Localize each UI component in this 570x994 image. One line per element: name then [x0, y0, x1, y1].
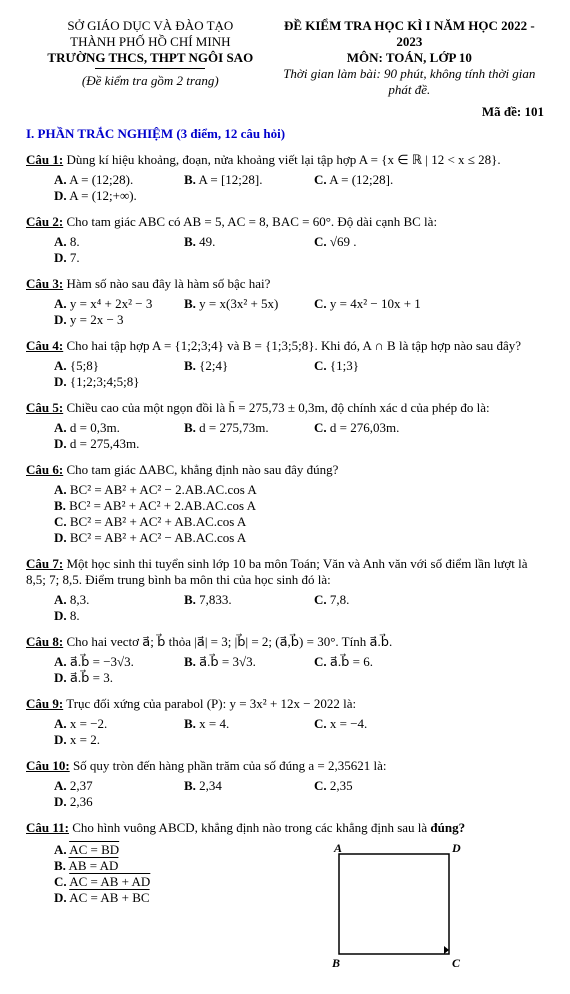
q10-choice-d: D. 2,36	[54, 794, 174, 810]
q6-text: Cho tam giác ΔABC, khẳng định nào sau đâ…	[66, 462, 338, 477]
q6-choice-b: B. BC² = AB² + AC² + 2.AB.AC.cos A	[54, 498, 294, 514]
q8-choice-a: A. a⃗.b⃗ = −3√3.	[54, 654, 174, 670]
vertex-b: B	[331, 956, 340, 970]
page-note: (Đề kiểm tra gồm 2 trang)	[26, 73, 275, 89]
q2-choice-d: D. 7.	[54, 250, 174, 266]
school-name: TRƯỜNG THCS, THPT NGÔI SAO	[26, 50, 275, 66]
q10-choice-b: B. 2,34	[184, 778, 304, 794]
question-2: Câu 2: Cho tam giác ABC có AB = 5, AC = …	[26, 214, 544, 266]
q11-text: Cho hình vuông ABCD, khẳng định nào tron…	[72, 820, 465, 835]
q5-label: Câu 5:	[26, 400, 63, 415]
q1-label: Câu 1:	[26, 152, 63, 167]
question-7: Câu 7: Một học sinh thi tuyển sinh lớp 1…	[26, 556, 544, 624]
q9-text: Trục đối xứng của parabol (P): y = 3x² +…	[66, 696, 356, 711]
q1-choice-a: A. A = (12;28).	[54, 172, 174, 188]
q5-choice-c: C. d = 276,03m.	[314, 420, 434, 436]
section-1-title: I. PHẦN TRẮC NGHIỆM (3 điểm, 12 câu hỏi)	[26, 126, 544, 142]
q2-label: Câu 2:	[26, 214, 63, 229]
q11-choice-d: D. AC = AB + BC	[54, 890, 174, 906]
q8-text: Cho hai vectơ a⃗; b⃗ thỏa |a⃗| = 3; |b⃗|…	[66, 634, 392, 649]
question-5: Câu 5: Chiều cao của một ngọn đồi là h̄ …	[26, 400, 544, 452]
q9-choice-c: C. x = −4.	[314, 716, 434, 732]
q2-choice-a: A. 8.	[54, 234, 174, 250]
vertex-a: A	[333, 842, 342, 855]
q10-text: Số quy tròn đến hàng phần trăm của số đú…	[73, 758, 387, 773]
q7-text: Một học sinh thi tuyển sinh lớp 10 ba mô…	[26, 556, 527, 587]
q9-label: Câu 9:	[26, 696, 63, 711]
question-8: Câu 8: Cho hai vectơ a⃗; b⃗ thỏa |a⃗| = …	[26, 634, 544, 686]
exam-title: ĐỀ KIỂM TRA HỌC KÌ I NĂM HỌC 2022 - 2023	[275, 18, 544, 50]
org-line2: THÀNH PHỐ HỒ CHÍ MINH	[26, 34, 275, 50]
header-right: ĐỀ KIỂM TRA HỌC KÌ I NĂM HỌC 2022 - 2023…	[275, 18, 544, 98]
q4-choice-c: C. {1;3}	[314, 358, 434, 374]
q11-choice-a: A. AC = BD	[54, 842, 174, 858]
q11-choice-b: B. AB = AD	[54, 858, 174, 874]
q8-choice-d: D. a⃗.b⃗ = 3.	[54, 670, 174, 686]
q4-text: Cho hai tập hợp A = {1;2;3;4} và B = {1;…	[66, 338, 521, 353]
q9-choice-d: D. x = 2.	[54, 732, 174, 748]
exam-code: Mã đề: 101	[26, 104, 544, 120]
question-3: Câu 3: Hàm số nào sau đây là hàm số bậc …	[26, 276, 544, 328]
q11-choice-list: A. AC = BD B. AB = AD C. AC = AB + AD D.…	[54, 842, 184, 976]
q3-choice-a: A. y = x⁴ + 2x² − 3	[54, 296, 174, 312]
q1-choice-b: B. A = [12;28].	[184, 172, 304, 188]
divider-left	[95, 68, 205, 69]
q3-choice-c: C. y = 4x² − 10x + 1	[314, 296, 434, 312]
square-svg: A D B C	[324, 842, 464, 972]
q2-text: Cho tam giác ABC có AB = 5, AC = 8, BAC …	[66, 214, 437, 229]
q8-choice-b: B. a⃗.b⃗ = 3√3.	[184, 654, 304, 670]
q7-choice-d: D. 8.	[54, 608, 174, 624]
org-line1: SỞ GIÁO DỤC VÀ ĐÀO TẠO	[26, 18, 275, 34]
q3-choice-b: B. y = x(3x² + 5x)	[184, 296, 304, 312]
q6-label: Câu 6:	[26, 462, 63, 477]
q2-choice-c: C. √69 .	[314, 234, 434, 250]
q8-choice-c: C. a⃗.b⃗ = 6.	[314, 654, 434, 670]
q4-label: Câu 4:	[26, 338, 63, 353]
q1-choice-d: D. A = (12;+∞).	[54, 188, 174, 204]
vertex-c: C	[452, 956, 461, 970]
question-4: Câu 4: Cho hai tập hợp A = {1;2;3;4} và …	[26, 338, 544, 390]
q7-choice-c: C. 7,8.	[314, 592, 434, 608]
q1-text: Dùng kí hiệu khoảng, đoạn, nửa khoảng vi…	[66, 152, 500, 167]
q10-label: Câu 10:	[26, 758, 70, 773]
q3-label: Câu 3:	[26, 276, 63, 291]
q9-choice-a: A. x = −2.	[54, 716, 174, 732]
header-left: SỞ GIÁO DỤC VÀ ĐÀO TẠO THÀNH PHỐ HỒ CHÍ …	[26, 18, 275, 98]
question-11: Câu 11: Cho hình vuông ABCD, khẳng định …	[26, 820, 544, 976]
q3-text: Hàm số nào sau đây là hàm số bậc hai?	[66, 276, 270, 291]
question-9: Câu 9: Trục đối xứng của parabol (P): y …	[26, 696, 544, 748]
subject-line: MÔN: TOÁN, LỚP 10	[275, 50, 544, 66]
time-line: Thời gian làm bài: 90 phút, không tính t…	[275, 66, 544, 98]
q5-choice-b: B. d = 275,73m.	[184, 420, 304, 436]
q10-choice-c: C. 2,35	[314, 778, 434, 794]
q2-choice-b: B. 49.	[184, 234, 304, 250]
q8-label: Câu 8:	[26, 634, 63, 649]
q7-choice-b: B. 7,833.	[184, 592, 304, 608]
exam-header: SỞ GIÁO DỤC VÀ ĐÀO TẠO THÀNH PHỐ HỒ CHÍ …	[26, 18, 544, 98]
q11-label: Câu 11:	[26, 820, 69, 835]
q6-choice-c: C. BC² = AB² + AC² + AB.AC.cos A	[54, 514, 294, 530]
q5-text: Chiều cao của một ngọn đồi là h̄ = 275,7…	[66, 400, 489, 415]
question-6: Câu 6: Cho tam giác ΔABC, khẳng định nào…	[26, 462, 544, 546]
q10-choice-a: A. 2,37	[54, 778, 174, 794]
q4-choice-a: A. {5;8}	[54, 358, 174, 374]
q7-label: Câu 7:	[26, 556, 63, 571]
vertex-d: D	[451, 842, 461, 855]
q11-choice-c: C. AC = AB + AD	[54, 874, 174, 890]
q5-choice-d: D. d = 275,43m.	[54, 436, 174, 452]
q11-diagram: A D B C	[324, 842, 464, 976]
q9-choice-b: B. x = 4.	[184, 716, 304, 732]
question-1: Câu 1: Dùng kí hiệu khoảng, đoạn, nửa kh…	[26, 152, 544, 204]
question-10: Câu 10: Số quy tròn đến hàng phần trăm c…	[26, 758, 544, 810]
q5-choice-a: A. d = 0,3m.	[54, 420, 174, 436]
q6-choice-a: A. BC² = AB² + AC² − 2.AB.AC.cos A	[54, 482, 294, 498]
q4-choice-d: D. {1;2;3;4;5;8}	[54, 374, 174, 390]
q3-choice-d: D. y = 2x − 3	[54, 312, 174, 328]
q4-choice-b: B. {2;4}	[184, 358, 304, 374]
q7-choice-a: A. 8,3.	[54, 592, 174, 608]
q6-choice-d: D. BC² = AB² + AC² − AB.AC.cos A	[54, 530, 294, 546]
q1-choice-c: C. A = (12;28].	[314, 172, 434, 188]
